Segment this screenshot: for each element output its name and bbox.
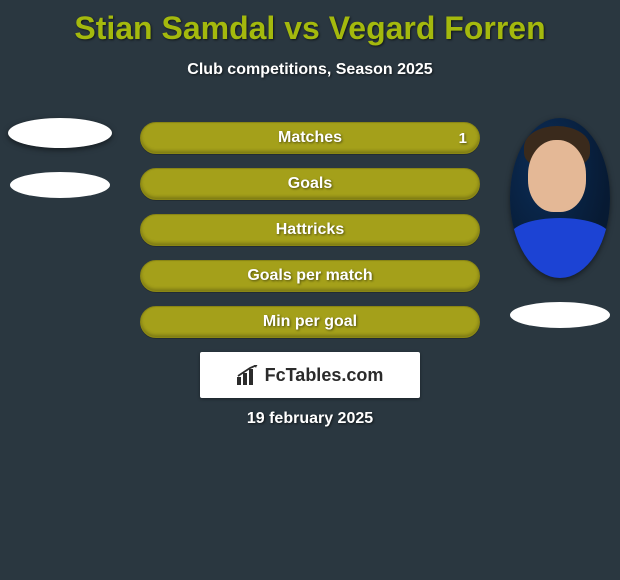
bar-gpm-label: Goals per match	[247, 267, 372, 285]
bar-matches: Matches 1	[140, 122, 480, 154]
bar-chart-icon	[237, 365, 259, 385]
player-left-column	[0, 118, 120, 198]
brand-text: FcTables.com	[265, 365, 384, 386]
player-right-shirt	[510, 218, 610, 278]
player-right-face	[528, 140, 586, 212]
bar-mpg: Min per goal	[140, 306, 480, 338]
bar-hattricks: Hattricks	[140, 214, 480, 246]
brand-box: FcTables.com	[200, 352, 420, 398]
player-right-column	[500, 118, 620, 328]
player-right-photo	[510, 118, 610, 278]
bar-goals-label: Goals	[288, 175, 332, 193]
bar-gpm: Goals per match	[140, 260, 480, 292]
bar-mpg-label: Min per goal	[263, 313, 357, 331]
comparison-bars: Matches 1 Goals Hattricks Goals per matc…	[140, 122, 480, 352]
bar-matches-label: Matches	[278, 129, 342, 147]
page-title: Stian Samdal vs Vegard Forren	[0, 0, 620, 47]
bar-matches-right: 1	[459, 130, 467, 147]
player-right-label-placeholder	[510, 302, 610, 328]
date-text: 19 february 2025	[0, 410, 620, 428]
player-left-photo-placeholder	[8, 118, 112, 148]
subtitle: Club competitions, Season 2025	[0, 61, 620, 79]
player-left-label-placeholder	[10, 172, 110, 198]
bar-hattricks-label: Hattricks	[276, 221, 344, 239]
bar-goals: Goals	[140, 168, 480, 200]
